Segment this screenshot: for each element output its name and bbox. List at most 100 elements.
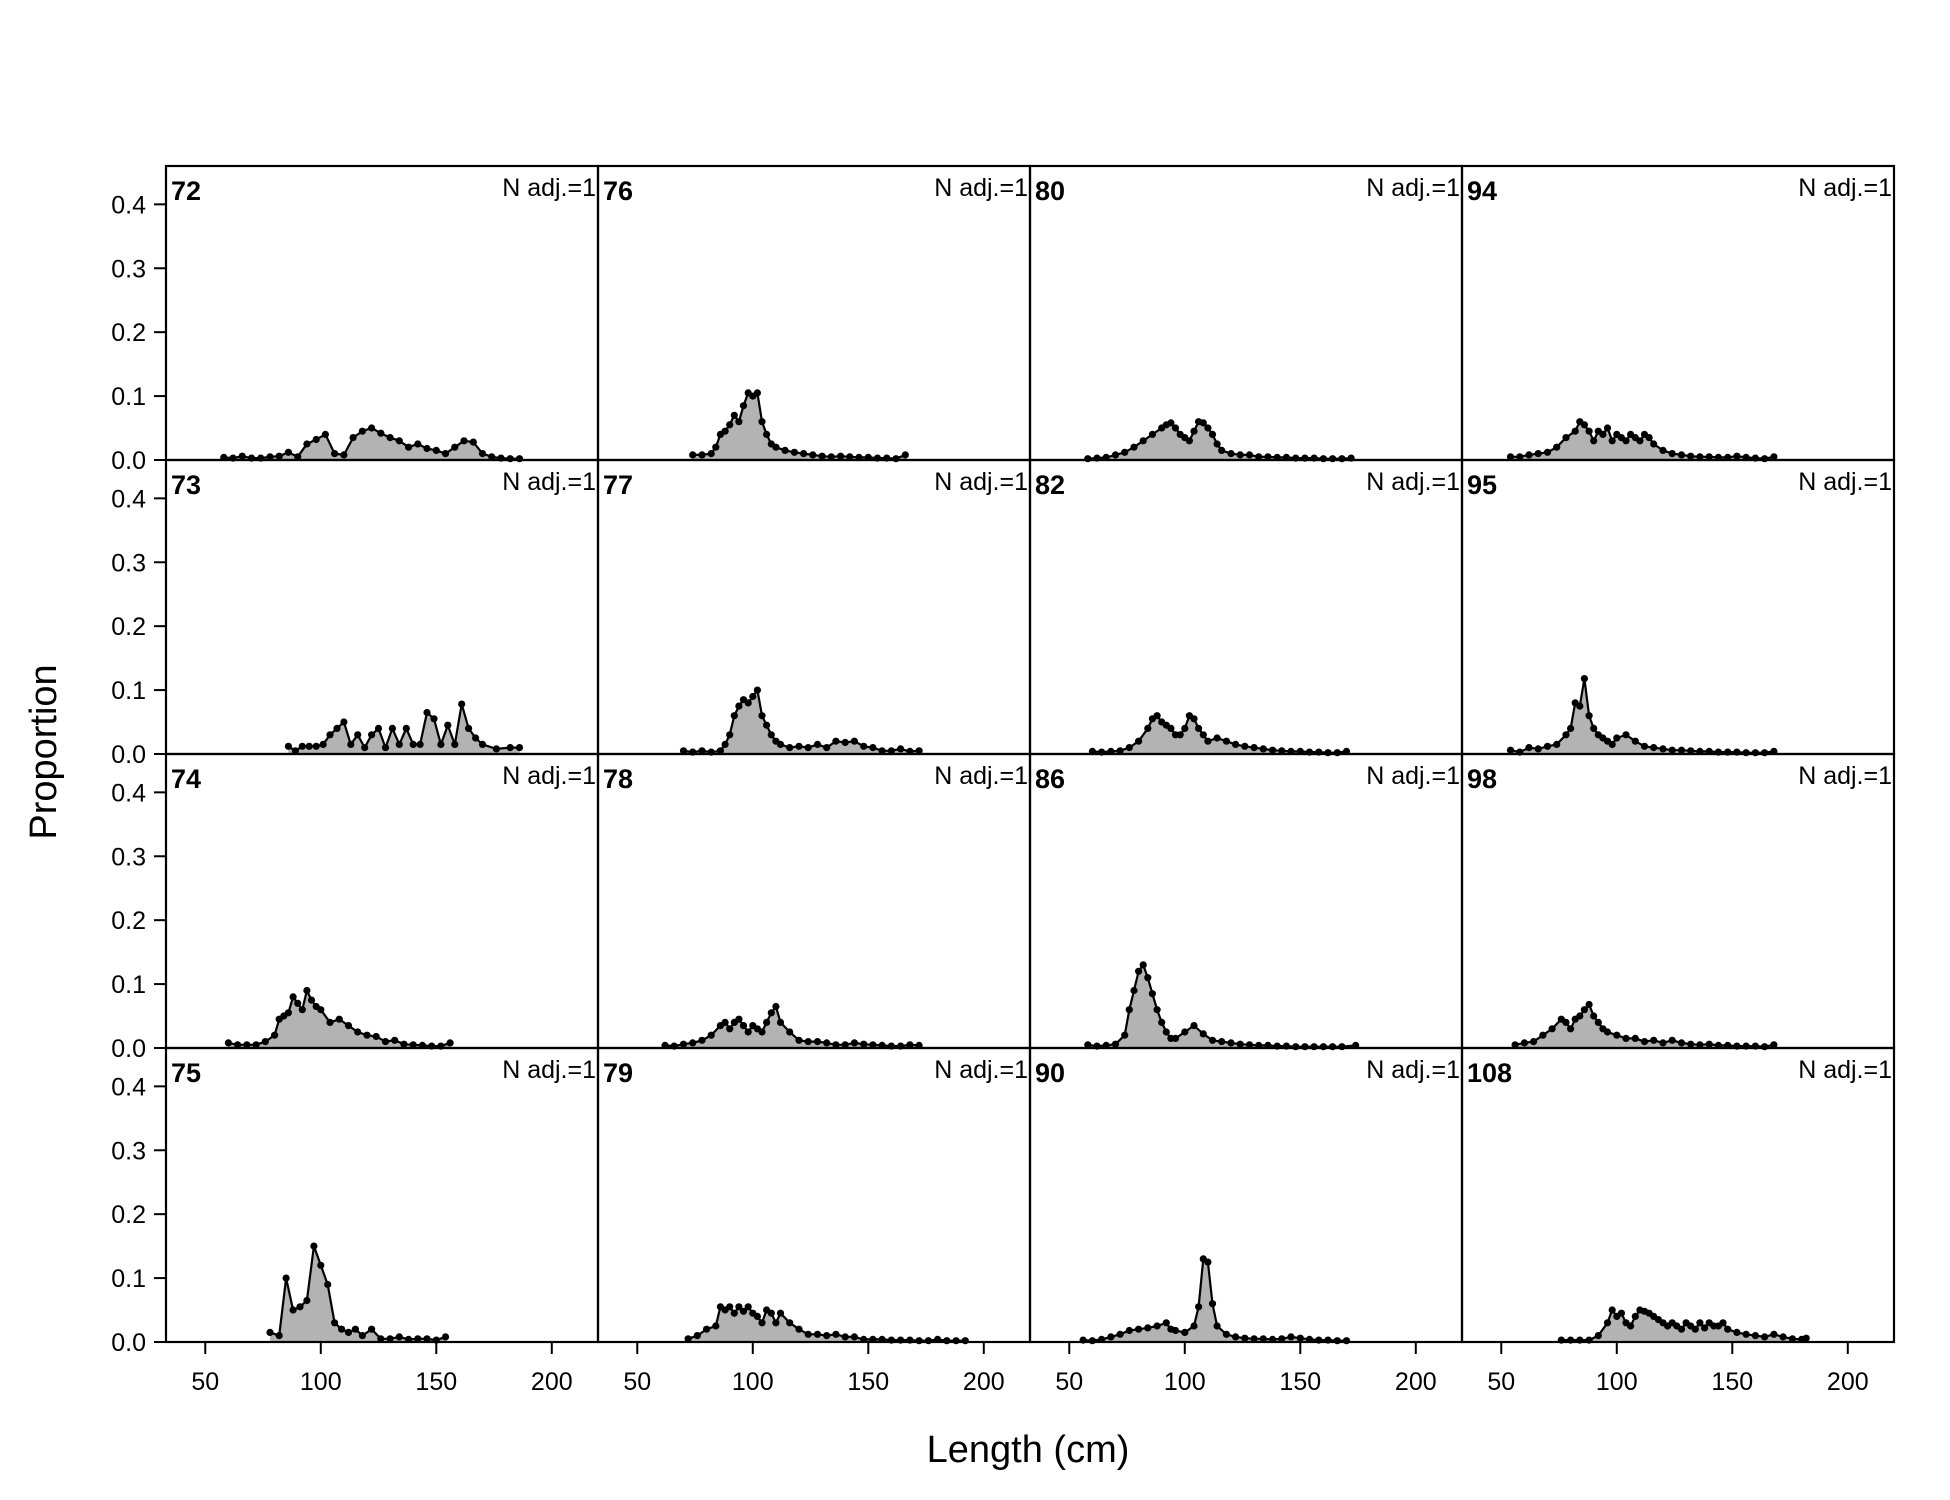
panel-74: 74 N adj.=1 bbox=[164, 752, 600, 1050]
point-79-21 bbox=[813, 1330, 822, 1338]
point-98-9 bbox=[1576, 1012, 1584, 1020]
point-95-24 bbox=[1677, 746, 1686, 754]
point-76-2 bbox=[707, 450, 715, 458]
point-73-7 bbox=[333, 724, 341, 733]
point-78-2 bbox=[679, 1040, 688, 1048]
point-74-21 bbox=[372, 1032, 380, 1041]
point-74-19 bbox=[354, 1028, 362, 1036]
y-tick-label-r0-2: 0.2 bbox=[111, 319, 146, 347]
point-75-0 bbox=[266, 1328, 274, 1336]
point-74-5 bbox=[271, 1031, 279, 1039]
point-90-13 bbox=[1190, 1322, 1198, 1330]
point-108-26 bbox=[1701, 1324, 1709, 1332]
point-94-11 bbox=[1590, 437, 1598, 445]
point-77-7 bbox=[730, 712, 738, 720]
point-94-0 bbox=[1506, 453, 1515, 461]
point-76-20 bbox=[809, 451, 817, 459]
point-73-31 bbox=[515, 744, 524, 752]
point-108-30 bbox=[1719, 1319, 1727, 1327]
point-72-27 bbox=[469, 438, 477, 446]
area-79 bbox=[688, 1306, 966, 1342]
y-tick-label-r1-0: 0.0 bbox=[111, 741, 146, 769]
point-108-11 bbox=[1631, 1312, 1639, 1320]
point-78-29 bbox=[869, 1041, 877, 1049]
point-94-4 bbox=[1543, 448, 1552, 456]
y-tick-label-r1-3: 0.3 bbox=[111, 549, 146, 577]
point-77-21 bbox=[813, 740, 822, 749]
point-80-26 bbox=[1264, 453, 1272, 461]
point-73-18 bbox=[409, 740, 417, 749]
panel-n-label-77: N adj.=1 bbox=[934, 468, 1028, 496]
panel-76: 76 N adj.=1 bbox=[596, 164, 1032, 463]
y-tick-label-r0-4: 0.4 bbox=[111, 191, 146, 219]
point-82-20 bbox=[1213, 734, 1221, 742]
point-72-21 bbox=[414, 440, 422, 448]
point-78-27 bbox=[850, 1039, 859, 1047]
point-72-28 bbox=[478, 450, 487, 458]
panel-title-76: 76 bbox=[603, 176, 633, 206]
point-82-32 bbox=[1324, 749, 1332, 757]
point-72-24 bbox=[441, 450, 450, 458]
y-tick-label-r2-1: 0.1 bbox=[111, 971, 146, 999]
point-90-27 bbox=[1296, 1334, 1304, 1342]
point-94-23 bbox=[1645, 434, 1653, 442]
point-74-23 bbox=[391, 1036, 399, 1044]
panel-82: 82 N adj.=1 bbox=[1028, 458, 1464, 757]
point-98-7 bbox=[1567, 1025, 1575, 1033]
point-98-15 bbox=[1603, 1028, 1612, 1036]
area-98 bbox=[1515, 1004, 1774, 1048]
point-90-23 bbox=[1259, 1335, 1267, 1343]
panel-frame-78 bbox=[596, 752, 1032, 1050]
point-94-6 bbox=[1562, 434, 1570, 442]
point-94-10 bbox=[1585, 427, 1593, 435]
point-82-27 bbox=[1278, 747, 1286, 755]
point-72-7 bbox=[284, 448, 292, 456]
point-86-30 bbox=[1310, 1043, 1318, 1051]
area-75 bbox=[270, 1246, 446, 1342]
point-82-5 bbox=[1135, 737, 1143, 745]
area-82 bbox=[1092, 715, 1347, 754]
panel-title-98: 98 bbox=[1467, 764, 1497, 794]
panel-frame-73 bbox=[164, 458, 600, 756]
point-98-17 bbox=[1622, 1034, 1630, 1042]
point-78-8 bbox=[726, 1025, 734, 1033]
point-108-33 bbox=[1742, 1330, 1750, 1338]
point-94-26 bbox=[1668, 450, 1676, 458]
y-axis-title: Proportion bbox=[23, 664, 65, 839]
point-76-19 bbox=[800, 450, 808, 458]
point-78-33 bbox=[906, 1041, 914, 1049]
point-72-26 bbox=[460, 437, 468, 445]
point-76-9 bbox=[739, 402, 748, 410]
point-72-15 bbox=[358, 427, 366, 435]
point-74-0 bbox=[224, 1039, 232, 1047]
point-79-25 bbox=[850, 1333, 859, 1341]
point-95-22 bbox=[1659, 745, 1667, 753]
x-tick-label-c1-0: 50 bbox=[623, 1368, 651, 1396]
point-98-19 bbox=[1640, 1038, 1649, 1046]
panel-n-label-90: N adj.=1 bbox=[1366, 1056, 1460, 1084]
point-95-31 bbox=[1742, 749, 1750, 757]
line-77 bbox=[683, 687, 920, 754]
point-78-10 bbox=[735, 1015, 743, 1023]
point-82-21 bbox=[1222, 737, 1230, 745]
point-94-3 bbox=[1534, 450, 1542, 458]
area-72 bbox=[223, 428, 520, 460]
point-74-12 bbox=[303, 986, 311, 995]
area-95 bbox=[1510, 678, 1774, 754]
point-77-18 bbox=[786, 744, 794, 752]
point-76-21 bbox=[818, 452, 826, 460]
point-98-21 bbox=[1659, 1039, 1667, 1047]
point-73-30 bbox=[506, 744, 514, 752]
point-76-17 bbox=[781, 446, 789, 454]
point-72-29 bbox=[488, 453, 496, 461]
panel-n-label-94: N adj.=1 bbox=[1798, 174, 1892, 202]
point-74-13 bbox=[307, 996, 316, 1004]
panel-95: 95 N adj.=1 bbox=[1460, 458, 1896, 757]
point-80-3 bbox=[1111, 451, 1120, 459]
panel-title-78: 78 bbox=[603, 764, 633, 794]
x-tick-label-c1-1: 100 bbox=[732, 1368, 774, 1396]
point-90-8 bbox=[1153, 1322, 1161, 1330]
point-73-29 bbox=[492, 745, 500, 753]
point-76-3 bbox=[712, 443, 720, 451]
point-73-19 bbox=[416, 740, 424, 749]
